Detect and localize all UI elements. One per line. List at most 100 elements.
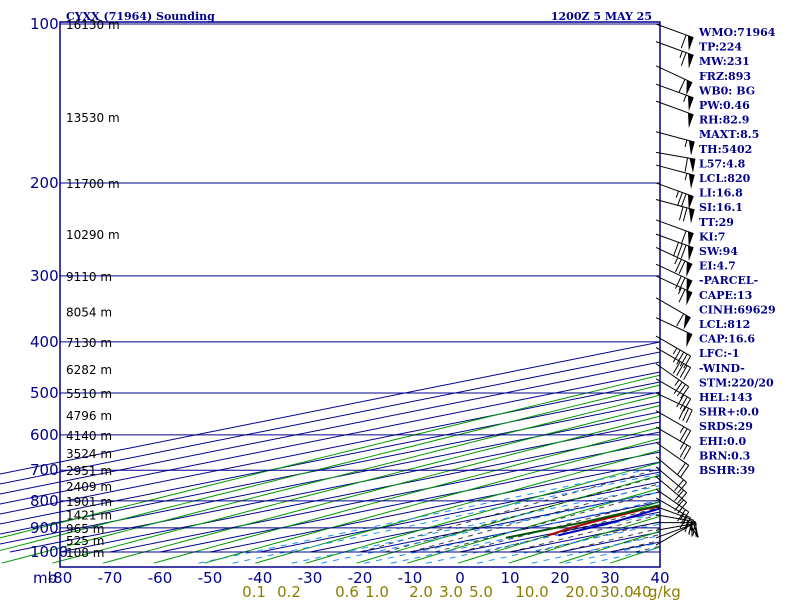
index-entry: RH:82.9 (699, 114, 749, 127)
index-entry: TT:29 (699, 216, 734, 229)
wind-barb-half-flag (679, 426, 685, 434)
wind-barb-flag (673, 381, 683, 394)
wind-barb-flag (680, 511, 690, 524)
temperature-tick: 40 (650, 569, 669, 587)
wind-barb-staff (655, 506, 694, 521)
wind-barb-pennant (686, 332, 693, 348)
pressure-label: 800 (30, 492, 59, 510)
wind-barb-flag (678, 260, 686, 274)
wind-barb (655, 392, 693, 423)
wind-barb-staff (655, 247, 693, 265)
mixing-ratio-label: 3.0 (439, 583, 463, 600)
wind-barb (655, 297, 691, 330)
wind-barb-pennant (688, 173, 695, 189)
wind-barb-flag (678, 406, 686, 420)
isotherm-line (0, 341, 660, 475)
height-label: 4796 m (66, 409, 112, 423)
wind-barb-half-flag (677, 287, 682, 295)
wind-barb-pennant (687, 95, 694, 111)
wind-barb-staff (655, 514, 696, 523)
wind-barb-flag (683, 430, 692, 444)
dry-adiabat-line (52, 404, 660, 564)
wind-barb-flag (677, 384, 686, 397)
height-label: 2951 m (66, 464, 112, 478)
moist-adiabat-line (584, 533, 660, 553)
wind-barb-half-flag (674, 257, 679, 265)
height-label: 2409 m (66, 480, 112, 494)
wind-barb (655, 524, 699, 546)
mixing-ratio-label: 0.6 (335, 583, 359, 600)
wind-barb-staff (655, 335, 691, 357)
wind-barb-staff (655, 347, 691, 368)
wind-barb-staff (655, 363, 690, 388)
wind-barb-staff (655, 83, 694, 99)
wind-barb-flag (683, 355, 692, 369)
mixing-ratio-label: 5.0 (469, 583, 493, 600)
wind-barb-staff (655, 476, 687, 503)
wind-barb-flag (672, 361, 681, 374)
wind-barb-staff (655, 317, 693, 336)
wind-barb-staff (655, 182, 694, 198)
wind-barb (655, 426, 692, 460)
wind-barb-pennant (689, 158, 696, 174)
temperature-tick: 10 (500, 569, 519, 587)
chart-frame (59, 21, 661, 568)
index-entry: LFC:-1 (699, 347, 740, 360)
height-label: 3524 m (66, 447, 112, 461)
mixing-ratio-label: 0.2 (277, 583, 301, 600)
index-entry: WB0: BG (698, 84, 755, 97)
wind-barb (655, 410, 692, 444)
height-label: 4140 m (66, 429, 112, 443)
wind-barb-pennant (686, 290, 693, 306)
wind-barb (655, 263, 693, 294)
wind-barb (655, 441, 690, 478)
wind-barb (655, 41, 694, 69)
temperature-tick: 0 (455, 569, 465, 587)
isotherm-line (0, 411, 660, 545)
wind-barb-pennant (686, 80, 693, 96)
temperature-tick: -30 (298, 569, 323, 587)
index-entry: EHI:0.0 (699, 435, 746, 448)
wind-barb-staff (655, 466, 687, 494)
mixing-ratio-label: 10.0 (515, 583, 548, 600)
height-label: 525 m (66, 534, 104, 548)
mixing-ratio-label: 30.0 (600, 583, 633, 600)
wind-barb-pennant (687, 112, 694, 128)
temperature-tick: -40 (248, 569, 273, 587)
height-label: 108 m (66, 546, 104, 560)
height-label: 11700 m (66, 177, 120, 191)
wind-barb-flag (680, 386, 690, 399)
wind-barb-half-flag (684, 173, 688, 181)
wind-barb-staff (655, 41, 694, 56)
height-label: 7130 m (66, 336, 112, 350)
y-axis-label: mb (33, 569, 57, 587)
mixing-ratio-unit: g/kg (648, 583, 681, 600)
wind-barb-flag (673, 242, 680, 256)
wind-barb-staff (655, 410, 691, 432)
isotherm-line (0, 391, 660, 525)
height-label: 1901 m (66, 495, 112, 509)
wind-barb-flag (679, 365, 688, 378)
wind-barb (655, 182, 694, 210)
wind-barb-staff (655, 23, 694, 39)
wind-barb-staff (655, 497, 691, 519)
wind-barb-staff (655, 65, 693, 84)
wind-barb-staff (655, 131, 695, 143)
temperature-tick: 30 (600, 569, 619, 587)
height-label: 16130 m (66, 18, 120, 32)
moist-adiabat-line (384, 475, 660, 553)
wind-barb-pennant (687, 35, 694, 51)
wind-barb-flag (693, 523, 699, 538)
wind-barb-flag (682, 207, 688, 222)
index-entry: BRN:0.3 (699, 449, 750, 462)
pressure-label: 500 (30, 384, 59, 402)
station-title: CYXX (71964) Sounding (66, 10, 215, 23)
moist-adiabat-line (509, 514, 660, 553)
wind-barb-flag (680, 244, 687, 259)
pressure-label: 900 (30, 519, 59, 537)
index-entry: SW:94 (699, 245, 738, 258)
index-entry: -WIND- (699, 362, 745, 375)
wind-barb-half-flag (674, 379, 680, 386)
wind-barb-half-flag (675, 190, 680, 198)
